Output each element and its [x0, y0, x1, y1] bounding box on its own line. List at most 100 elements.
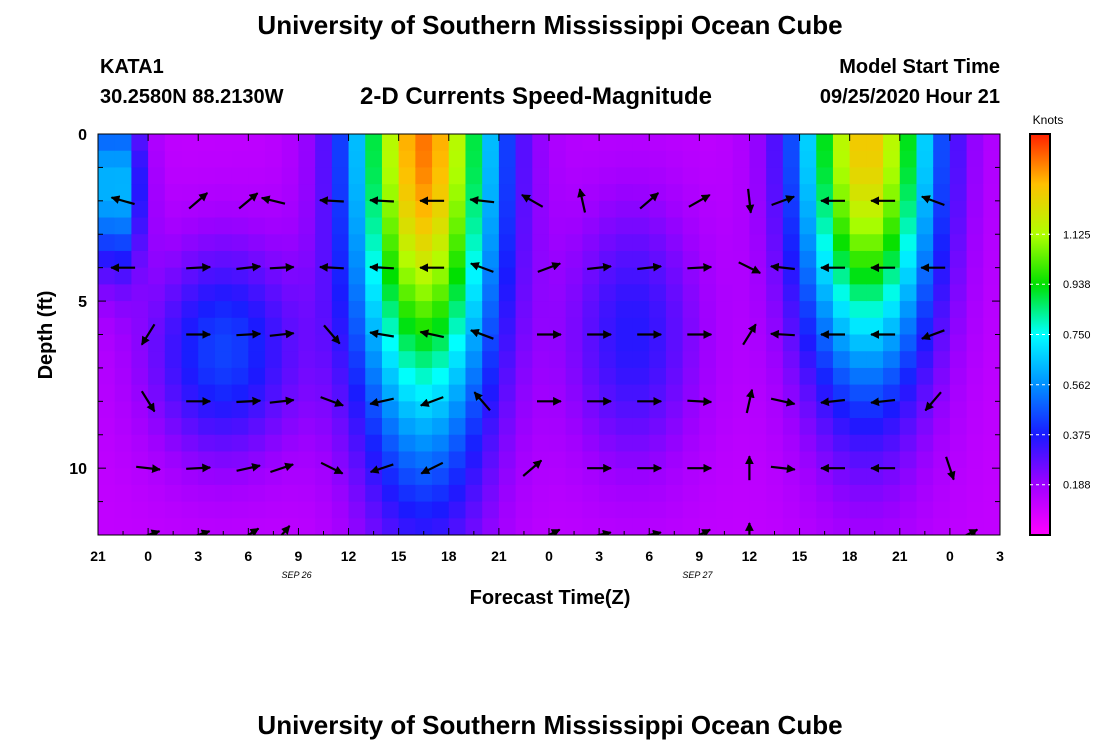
current-vector-arrow — [473, 391, 491, 412]
heat-cell — [432, 150, 450, 169]
heat-cell — [98, 301, 116, 319]
heat-cell — [949, 267, 968, 285]
heat-cell — [515, 418, 533, 436]
heat-cell — [298, 167, 316, 185]
heat-cell — [832, 351, 851, 369]
heat-cell — [415, 301, 433, 319]
heat-cell — [832, 401, 851, 419]
heat-cell — [816, 284, 834, 302]
heat-cell — [114, 384, 132, 402]
heat-cell — [198, 200, 216, 219]
heat-cell — [448, 200, 467, 219]
heat-cell — [849, 484, 867, 503]
heat-cell — [866, 334, 884, 352]
heat-cell — [949, 401, 968, 419]
heat-cell — [348, 200, 366, 219]
heat-cell — [98, 267, 116, 285]
heat-cell — [916, 501, 934, 519]
current-vector-arrow — [110, 195, 135, 206]
heat-cell — [766, 418, 784, 436]
heat-cell — [164, 518, 183, 535]
current-vector-arrow — [280, 525, 291, 535]
heat-cell — [749, 184, 767, 202]
heat-cell — [181, 334, 199, 352]
heat-cell — [148, 184, 166, 202]
heat-cell — [281, 484, 300, 503]
heat-cell — [899, 334, 918, 352]
heat-cell — [832, 217, 851, 235]
heat-cell — [432, 451, 450, 469]
heat-cell — [599, 401, 617, 419]
heat-cell — [315, 200, 333, 219]
heat-cell — [549, 200, 567, 219]
current-vector-arrow — [246, 527, 260, 535]
heat-cell — [148, 217, 166, 235]
heat-cell — [899, 484, 918, 503]
heat-cell — [164, 301, 183, 319]
heat-cell — [181, 284, 199, 302]
heat-cell — [532, 468, 550, 486]
current-vector-arrow — [687, 397, 713, 406]
heat-cell — [732, 367, 751, 386]
heat-cell — [632, 167, 650, 185]
heat-cell — [532, 250, 550, 269]
heat-cell — [114, 334, 132, 352]
heat-cell — [465, 401, 483, 419]
heat-cell — [214, 484, 233, 503]
heat-cell — [365, 334, 383, 352]
heat-cell — [916, 234, 934, 252]
heat-cell — [916, 267, 934, 285]
heat-cell — [883, 518, 901, 535]
heat-cell — [816, 267, 834, 285]
heat-cell — [298, 317, 316, 336]
heat-cell — [381, 351, 400, 369]
heat-cell — [365, 234, 383, 252]
heat-cell — [799, 317, 817, 336]
heat-cell — [883, 384, 901, 402]
heat-cell — [682, 418, 700, 436]
heat-cell — [148, 150, 166, 169]
heat-cell — [248, 501, 266, 519]
heat-cell — [248, 468, 266, 486]
heat-cell — [231, 334, 249, 352]
heat-cell — [682, 451, 700, 469]
heat-cell — [365, 284, 383, 302]
heat-cell — [766, 501, 784, 519]
heat-cell — [699, 167, 717, 185]
heat-cell — [649, 401, 667, 419]
heat-cell — [148, 451, 166, 469]
heat-cell — [515, 451, 533, 469]
heat-cell — [348, 250, 366, 269]
heat-cell — [832, 451, 851, 469]
heat-cell — [766, 184, 784, 202]
heat-cell — [799, 351, 817, 369]
y-tick-label: 0 — [78, 127, 87, 144]
heat-cell — [549, 434, 567, 453]
heat-cell — [849, 217, 867, 235]
heat-cell — [732, 418, 751, 436]
heat-cell — [899, 150, 918, 169]
heat-cell — [665, 250, 684, 269]
heat-cell — [899, 451, 918, 469]
heat-cell — [732, 501, 751, 519]
heat-cell — [933, 518, 951, 535]
heat-cell — [949, 518, 968, 535]
heat-cell — [532, 434, 550, 453]
heat-cell — [348, 418, 366, 436]
heat-cell — [98, 250, 116, 269]
heat-cell — [498, 451, 517, 469]
heat-cell — [415, 184, 433, 202]
heat-cell — [315, 468, 333, 486]
heat-cell — [448, 134, 467, 152]
heat-cell — [131, 234, 149, 252]
heat-cell — [498, 134, 517, 152]
heat-cell — [114, 234, 132, 252]
y-tick-label: 10 — [69, 461, 87, 478]
heat-cell — [749, 501, 767, 519]
heat-cell — [716, 150, 734, 169]
heat-cell — [799, 200, 817, 219]
heat-cell — [816, 250, 834, 269]
heat-cell — [649, 451, 667, 469]
heat-cell — [949, 384, 968, 402]
heat-cell — [231, 317, 249, 336]
